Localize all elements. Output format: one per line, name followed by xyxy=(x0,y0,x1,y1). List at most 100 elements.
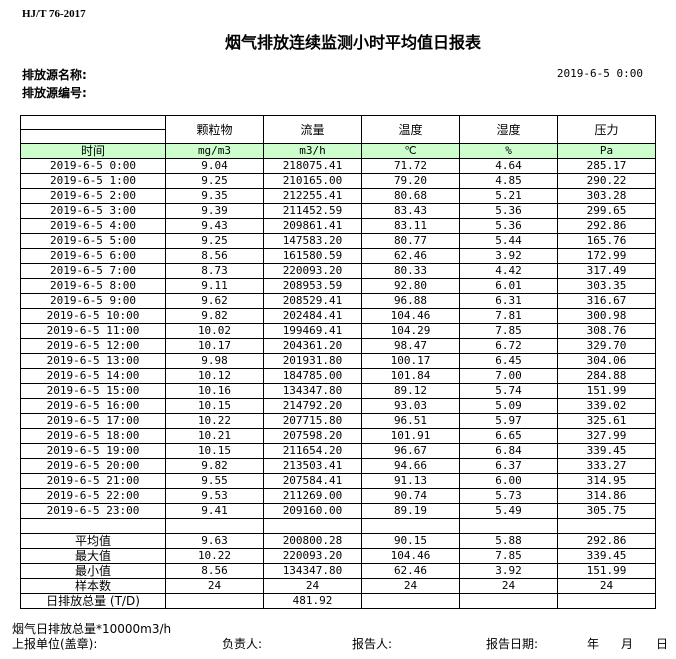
value-cell: 5.36 xyxy=(459,203,558,219)
data-row: 2019-6-5 16:00 10.15 214792.20 93.03 5.09 339… xyxy=(20,398,656,414)
value-cell: 6.65 xyxy=(459,428,558,444)
value-cell: 8.56 xyxy=(165,248,264,264)
data-row-label: 2019-6-5 17:00 xyxy=(20,413,166,429)
data-row: 2019-6-5 12:00 10.17 204361.20 98.47 6.72 329… xyxy=(20,338,656,354)
value-cell: 9.55 xyxy=(165,473,264,489)
data-row-label: 2019-6-5 5:00 xyxy=(20,233,166,249)
value-cell: 9.82 xyxy=(165,308,264,324)
value-cell: 104.46 xyxy=(361,308,460,324)
data-row-label: 2019-6-5 14:00 xyxy=(20,368,166,384)
value-cell: 10.12 xyxy=(165,368,264,384)
value-cell: 79.20 xyxy=(361,173,460,189)
summary-row-label: 日排放总量 (T/D) xyxy=(20,593,166,609)
summary-row: 样本数 24 24 24 24 24 xyxy=(20,578,656,594)
value-cell: 96.67 xyxy=(361,443,460,459)
value-cell: 209861.41 xyxy=(263,218,362,234)
data-row: 2019-6-5 4:00 9.43 209861.41 83.11 5.36 292.8… xyxy=(20,218,656,234)
value-cell: 10.02 xyxy=(165,323,264,339)
value-cell: 303.28 xyxy=(557,188,656,204)
header-row: 颗粒物 流量 温度 湿度 压力 xyxy=(20,115,656,144)
report-date-label: 报告日期: xyxy=(486,637,539,651)
value-cell: 218075.41 xyxy=(263,158,362,174)
unit-cell: Pa xyxy=(557,143,656,159)
value-cell: 299.65 xyxy=(557,203,656,219)
data-row: 2019-6-5 19:00 10.15 211654.20 96.67 6.84 339… xyxy=(20,443,656,459)
value-cell: 305.75 xyxy=(557,503,656,519)
value-cell: 134347.80 xyxy=(263,563,362,579)
value-cell: 208953.59 xyxy=(263,278,362,294)
value-cell xyxy=(557,518,656,534)
data-row-label: 2019-6-5 6:00 xyxy=(20,248,166,264)
value-cell: 98.47 xyxy=(361,338,460,354)
data-row: 2019-6-5 7:00 8.73 220093.20 80.33 4.42 317.4… xyxy=(20,263,656,279)
spacer-row-label xyxy=(20,518,166,534)
data-row-label: 2019-6-5 23:00 xyxy=(20,503,166,519)
value-cell: 96.88 xyxy=(361,293,460,309)
value-cell: 220093.20 xyxy=(263,263,362,279)
column-header: 温度 xyxy=(361,115,460,144)
data-row: 2019-6-5 21:00 9.55 207584.41 91.13 6.00 314.… xyxy=(20,473,656,489)
value-cell: 9.98 xyxy=(165,353,264,369)
value-cell: 100.17 xyxy=(361,353,460,369)
value-cell: 285.17 xyxy=(557,158,656,174)
data-row-label: 2019-6-5 10:00 xyxy=(20,308,166,324)
value-cell: 316.67 xyxy=(557,293,656,309)
summary-row-label: 最小值 xyxy=(20,563,166,579)
data-row: 2019-6-5 18:00 10.21 207598.20 101.91 6.65 32… xyxy=(20,428,656,444)
value-cell: 89.19 xyxy=(361,503,460,519)
value-cell: 220093.20 xyxy=(263,548,362,564)
data-row-label: 2019-6-5 9:00 xyxy=(20,293,166,309)
data-row: 2019-6-5 17:00 10.22 207715.80 96.51 5.97 325… xyxy=(20,413,656,429)
data-row-label: 2019-6-5 16:00 xyxy=(20,398,166,414)
value-cell: 184785.00 xyxy=(263,368,362,384)
value-cell: 80.33 xyxy=(361,263,460,279)
source-id-label: 排放源编号: xyxy=(22,86,87,100)
value-cell: 8.73 xyxy=(165,263,264,279)
value-cell: 9.43 xyxy=(165,218,264,234)
value-cell: 24 xyxy=(361,578,460,594)
value-cell: 151.99 xyxy=(557,383,656,399)
value-cell: 89.12 xyxy=(361,383,460,399)
value-cell: 4.64 xyxy=(459,158,558,174)
unit-cell: m3/h xyxy=(263,143,362,159)
value-cell: 104.29 xyxy=(361,323,460,339)
value-cell: 292.86 xyxy=(557,533,656,549)
value-cell: 8.56 xyxy=(165,563,264,579)
value-cell: 10.15 xyxy=(165,398,264,414)
summary-row-label: 平均值 xyxy=(20,533,166,549)
value-cell: 80.77 xyxy=(361,233,460,249)
data-row: 2019-6-5 20:00 9.82 213503.41 94.66 6.37 333.… xyxy=(20,458,656,474)
data-row-label: 2019-6-5 13:00 xyxy=(20,353,166,369)
value-cell xyxy=(459,518,558,534)
value-cell: 339.02 xyxy=(557,398,656,414)
value-cell: 204361.20 xyxy=(263,338,362,354)
value-cell: 7.85 xyxy=(459,323,558,339)
value-cell: 62.46 xyxy=(361,248,460,264)
data-row-label: 2019-6-5 21:00 xyxy=(20,473,166,489)
value-cell: 200800.28 xyxy=(263,533,362,549)
data-row-label: 2019-6-5 12:00 xyxy=(20,338,166,354)
value-cell: 5.97 xyxy=(459,413,558,429)
value-cell: 6.00 xyxy=(459,473,558,489)
value-cell xyxy=(165,518,264,534)
value-cell: 213503.41 xyxy=(263,458,362,474)
data-row-label: 2019-6-5 2:00 xyxy=(20,188,166,204)
value-cell: 314.95 xyxy=(557,473,656,489)
value-cell: 101.84 xyxy=(361,368,460,384)
value-cell xyxy=(263,518,362,534)
value-cell: 303.35 xyxy=(557,278,656,294)
value-cell: 4.85 xyxy=(459,173,558,189)
value-cell: 165.76 xyxy=(557,233,656,249)
value-cell: 284.88 xyxy=(557,368,656,384)
value-cell: 10.17 xyxy=(165,338,264,354)
value-cell: 339.45 xyxy=(557,443,656,459)
value-cell: 209160.00 xyxy=(263,503,362,519)
spacer-row xyxy=(20,518,656,534)
value-cell xyxy=(557,593,656,609)
value-cell: 211654.20 xyxy=(263,443,362,459)
value-cell: 481.92 xyxy=(263,593,362,609)
column-header: 颗粒物 xyxy=(165,115,264,144)
summary-row-label: 最大值 xyxy=(20,548,166,564)
data-row: 2019-6-5 11:00 10.02 199469.41 104.29 7.85 30… xyxy=(20,323,656,339)
source-name-label: 排放源名称: xyxy=(22,68,87,82)
